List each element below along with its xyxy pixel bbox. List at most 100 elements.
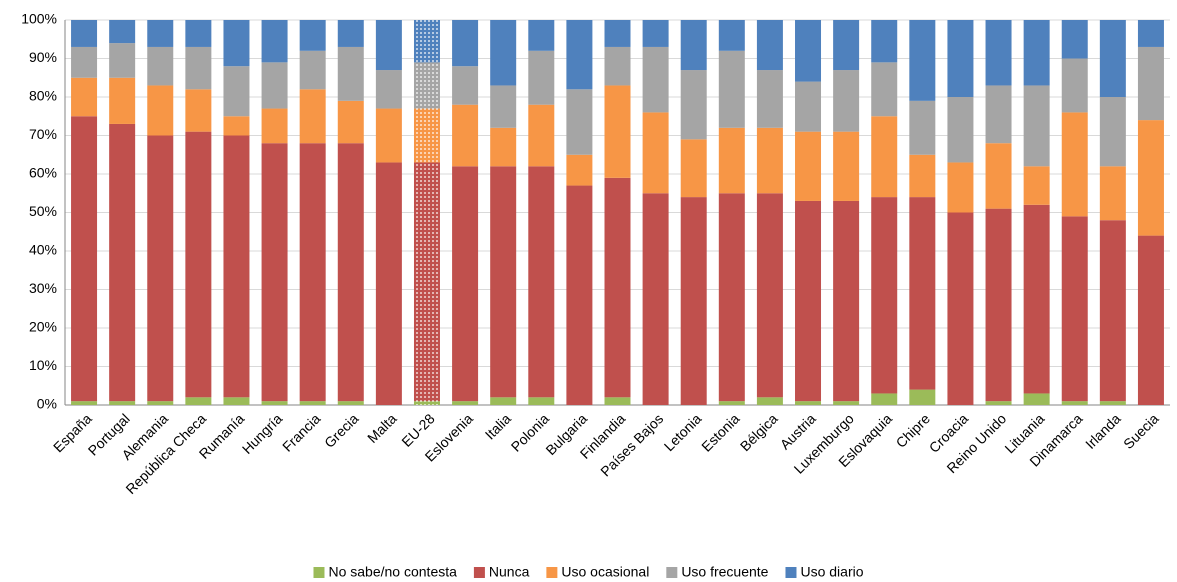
bar-segment [223,116,250,136]
legend-label: Uso frecuente [681,564,768,580]
bar-segment [490,166,517,398]
bar-segment [528,50,555,105]
bar-segment [1061,20,1088,59]
bar-segment [413,62,440,109]
bar-segment [261,401,288,405]
bar-segment [185,131,212,398]
bar-segment [985,208,1012,402]
bar-segment [299,401,326,405]
bar-segment [642,20,669,47]
bar-segment [337,100,364,144]
bar-segment [185,46,212,90]
bar-segment [871,393,898,405]
x-tick-label: Hungría [239,410,286,457]
y-tick-label: 30% [29,280,57,296]
legend-label: Uso ocasional [561,564,649,580]
bar-segment [1099,401,1126,405]
bar-segment [1099,220,1126,402]
bar-segment [718,401,745,405]
legend-swatch [473,567,485,578]
bar-segment [375,162,402,405]
bar-segment [375,108,402,163]
bar-segment [1061,58,1088,113]
bar-segment [490,20,517,86]
bar-segment [261,20,288,63]
x-tick-label: Malta [364,410,400,446]
bar-segment [71,46,98,78]
legend-label: Nunca [489,564,530,580]
y-tick-label: 100% [21,11,57,27]
y-tick-label: 10% [29,357,57,373]
bar-segment [1137,120,1164,236]
legend-swatch [313,567,325,578]
y-tick-label: 70% [29,126,57,142]
bar-segment [1099,20,1126,97]
bar-segment [1137,46,1164,121]
bar-segment [528,20,555,51]
bar-segment [1023,393,1050,405]
bar-segment [1023,20,1050,86]
x-tick-label: Italia [482,410,514,442]
bar-segment [680,70,707,140]
bar-segment [756,193,783,398]
bar-segment [299,50,326,90]
bar-segment [490,127,517,167]
bar-segment [642,193,669,405]
bar-segment [413,20,440,63]
bar-segment [756,397,783,405]
bar-segment [185,397,212,405]
bar-segment [452,66,479,105]
bar-segment [566,154,593,186]
bar-segment [261,62,288,109]
bar-segment [71,77,98,117]
bar-segment [680,197,707,405]
legend-swatch [785,567,797,578]
bar-segment [642,112,669,194]
bar-segment [528,397,555,405]
bar-segment [413,401,440,405]
legend-swatch [546,567,558,578]
bar-segment [109,123,136,402]
bar-segment [223,135,250,398]
bar-segment [1099,166,1126,221]
bar-segment [1061,216,1088,402]
bar-segment [71,20,98,47]
bar-segment [337,143,364,402]
bar-segment [604,85,631,178]
bar-segment [375,70,402,109]
bar-segment [490,397,517,405]
bar-segment [185,89,212,132]
bar-segment [528,104,555,167]
bar-segment [1137,235,1164,405]
bar-segment [413,162,440,402]
bar-segment [985,85,1012,144]
bar-segment [909,100,936,155]
bar-segment [795,81,822,132]
bar-segment [756,70,783,128]
bar-segment [1099,97,1126,167]
bar-segment [718,20,745,51]
bar-segment [680,139,707,198]
bar-segment [261,143,288,402]
y-tick-label: 20% [29,319,57,335]
bar-segment [604,46,631,86]
y-tick-label: 90% [29,49,57,65]
bar-segment [1023,204,1050,394]
bar-segment [299,20,326,51]
x-tick-label: Francia [279,410,323,454]
bar-segment [375,20,402,71]
x-tick-label: Irlanda [1082,410,1124,452]
bar-segment [833,200,860,402]
bar-segment [1137,20,1164,47]
bar-segment [795,200,822,402]
bar-segment [452,20,479,67]
bar-segment [566,185,593,405]
bar-segment [604,397,631,405]
bar-segment [871,20,898,63]
bar-segment [985,143,1012,209]
bar-segment [756,20,783,71]
x-tick-label: Suecia [1120,410,1162,452]
bar-segment [833,20,860,71]
y-tick-label: 40% [29,242,57,258]
